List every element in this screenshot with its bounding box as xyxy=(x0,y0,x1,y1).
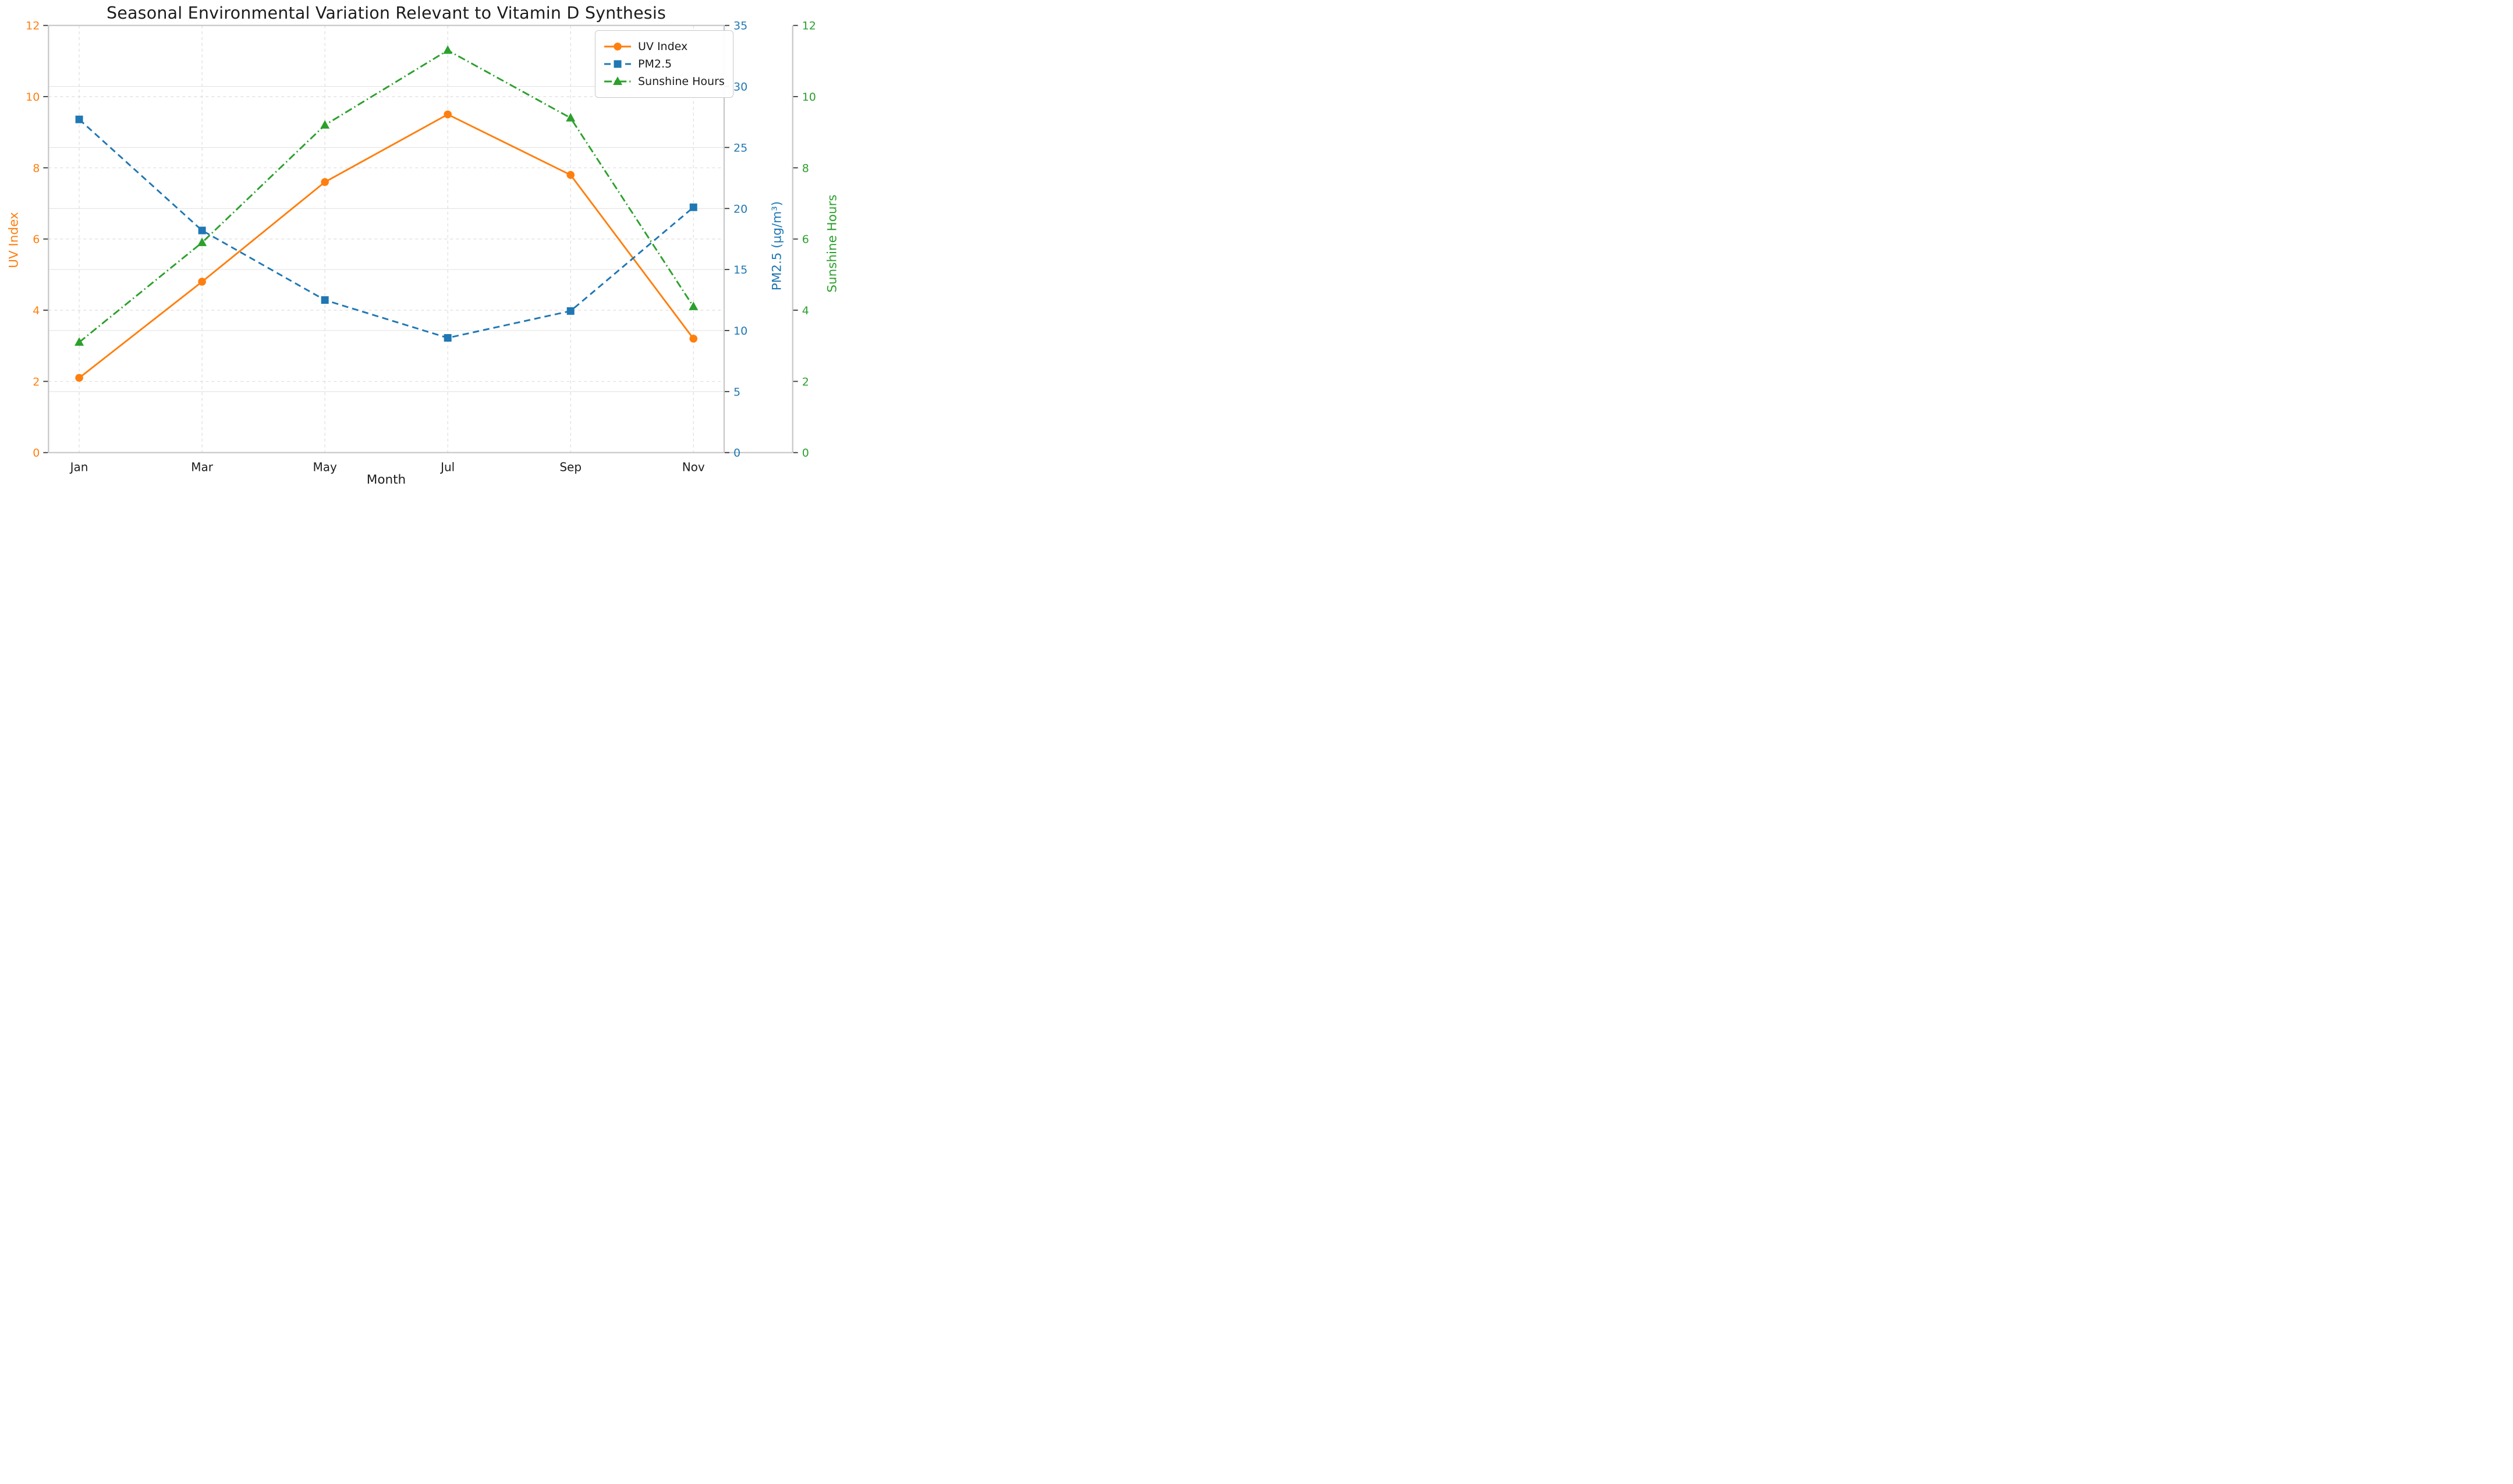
data-point-square xyxy=(198,226,206,235)
pm-tick-label: 10 xyxy=(733,325,747,338)
pm-axis-label: PM2.5 (µg/m³) xyxy=(770,201,785,291)
legend-item: UV Index xyxy=(604,39,725,54)
sunshine-tick-label: 10 xyxy=(802,91,816,104)
pm-tick-label: 5 xyxy=(733,386,740,399)
legend-item: Sunshine Hours xyxy=(604,74,725,89)
uv-tick-label: 4 xyxy=(33,304,40,317)
uv-tick-label: 12 xyxy=(26,20,40,33)
data-point-triangle xyxy=(75,337,84,346)
series-line-pm2-5 xyxy=(79,119,694,339)
data-point-square xyxy=(689,203,697,211)
month-tick-label: Nov xyxy=(682,460,705,474)
pm-tick-label: 15 xyxy=(733,264,747,276)
pm-tick-label: 30 xyxy=(733,81,747,94)
uv-tick-label: 8 xyxy=(33,162,40,175)
data-point-triangle xyxy=(320,120,330,129)
data-point-circle xyxy=(198,278,206,286)
month-tick-label: May xyxy=(313,460,337,474)
data-point-triangle xyxy=(689,301,699,310)
sunshine-axis-label: Sunshine Hours xyxy=(825,194,838,293)
pm-tick-label: 35 xyxy=(733,20,747,33)
uv-tick-label: 6 xyxy=(33,233,40,246)
pm-tick-label: 20 xyxy=(733,203,747,215)
uv-tick-label: 2 xyxy=(33,375,40,388)
sunshine-tick-label: 0 xyxy=(802,447,809,460)
data-point-circle xyxy=(75,374,83,382)
data-point-circle xyxy=(689,335,698,343)
pm-tick-label: 25 xyxy=(733,141,747,154)
sunshine-tick-label: 12 xyxy=(802,20,816,33)
pm-tick-label: 0 xyxy=(733,447,740,460)
month-tick-label: Jul xyxy=(439,460,455,474)
sunshine-tick-label: 4 xyxy=(802,304,809,317)
series-line-sunshine-hours xyxy=(79,49,694,343)
series-line-uv-index xyxy=(79,113,694,379)
sunshine-tick-label: 2 xyxy=(802,375,809,388)
legend: UV Index PM2.5 Sunshine Hours xyxy=(595,30,733,98)
data-point-circle xyxy=(566,171,575,179)
legend-item: PM2.5 xyxy=(604,56,725,72)
data-point-circle xyxy=(444,110,452,119)
month-tick-label: Jan xyxy=(69,460,88,474)
month-tick-label: Mar xyxy=(191,460,214,474)
chart-title: Seasonal Environmental Variation Relevan… xyxy=(106,3,667,23)
uv-tick-label: 10 xyxy=(26,91,40,104)
data-point-triangle xyxy=(197,237,207,246)
data-point-triangle xyxy=(566,113,576,122)
legend-label: PM2.5 xyxy=(638,58,672,70)
data-point-square xyxy=(566,307,575,315)
legend-triangle-swatch-icon xyxy=(604,76,631,85)
chart-figure: Seasonal Environmental Variation Relevan… xyxy=(0,0,838,495)
legend-square-swatch-icon xyxy=(604,60,631,68)
data-point-triangle xyxy=(443,45,453,54)
legend-label: UV Index xyxy=(638,40,688,53)
uv-axis-label: UV Index xyxy=(6,212,22,268)
legend-label: Sunshine Hours xyxy=(638,75,725,88)
data-point-square xyxy=(75,115,83,123)
month-tick-label: Sep xyxy=(559,460,582,474)
uv-tick-label: 0 xyxy=(33,447,40,460)
data-point-circle xyxy=(321,178,329,186)
data-point-square xyxy=(321,296,329,304)
x-axis-label: Month xyxy=(366,473,406,487)
data-point-square xyxy=(444,334,452,342)
legend-circle-swatch-icon xyxy=(604,42,631,51)
sunshine-tick-label: 6 xyxy=(802,233,809,246)
sunshine-tick-label: 8 xyxy=(802,162,809,175)
